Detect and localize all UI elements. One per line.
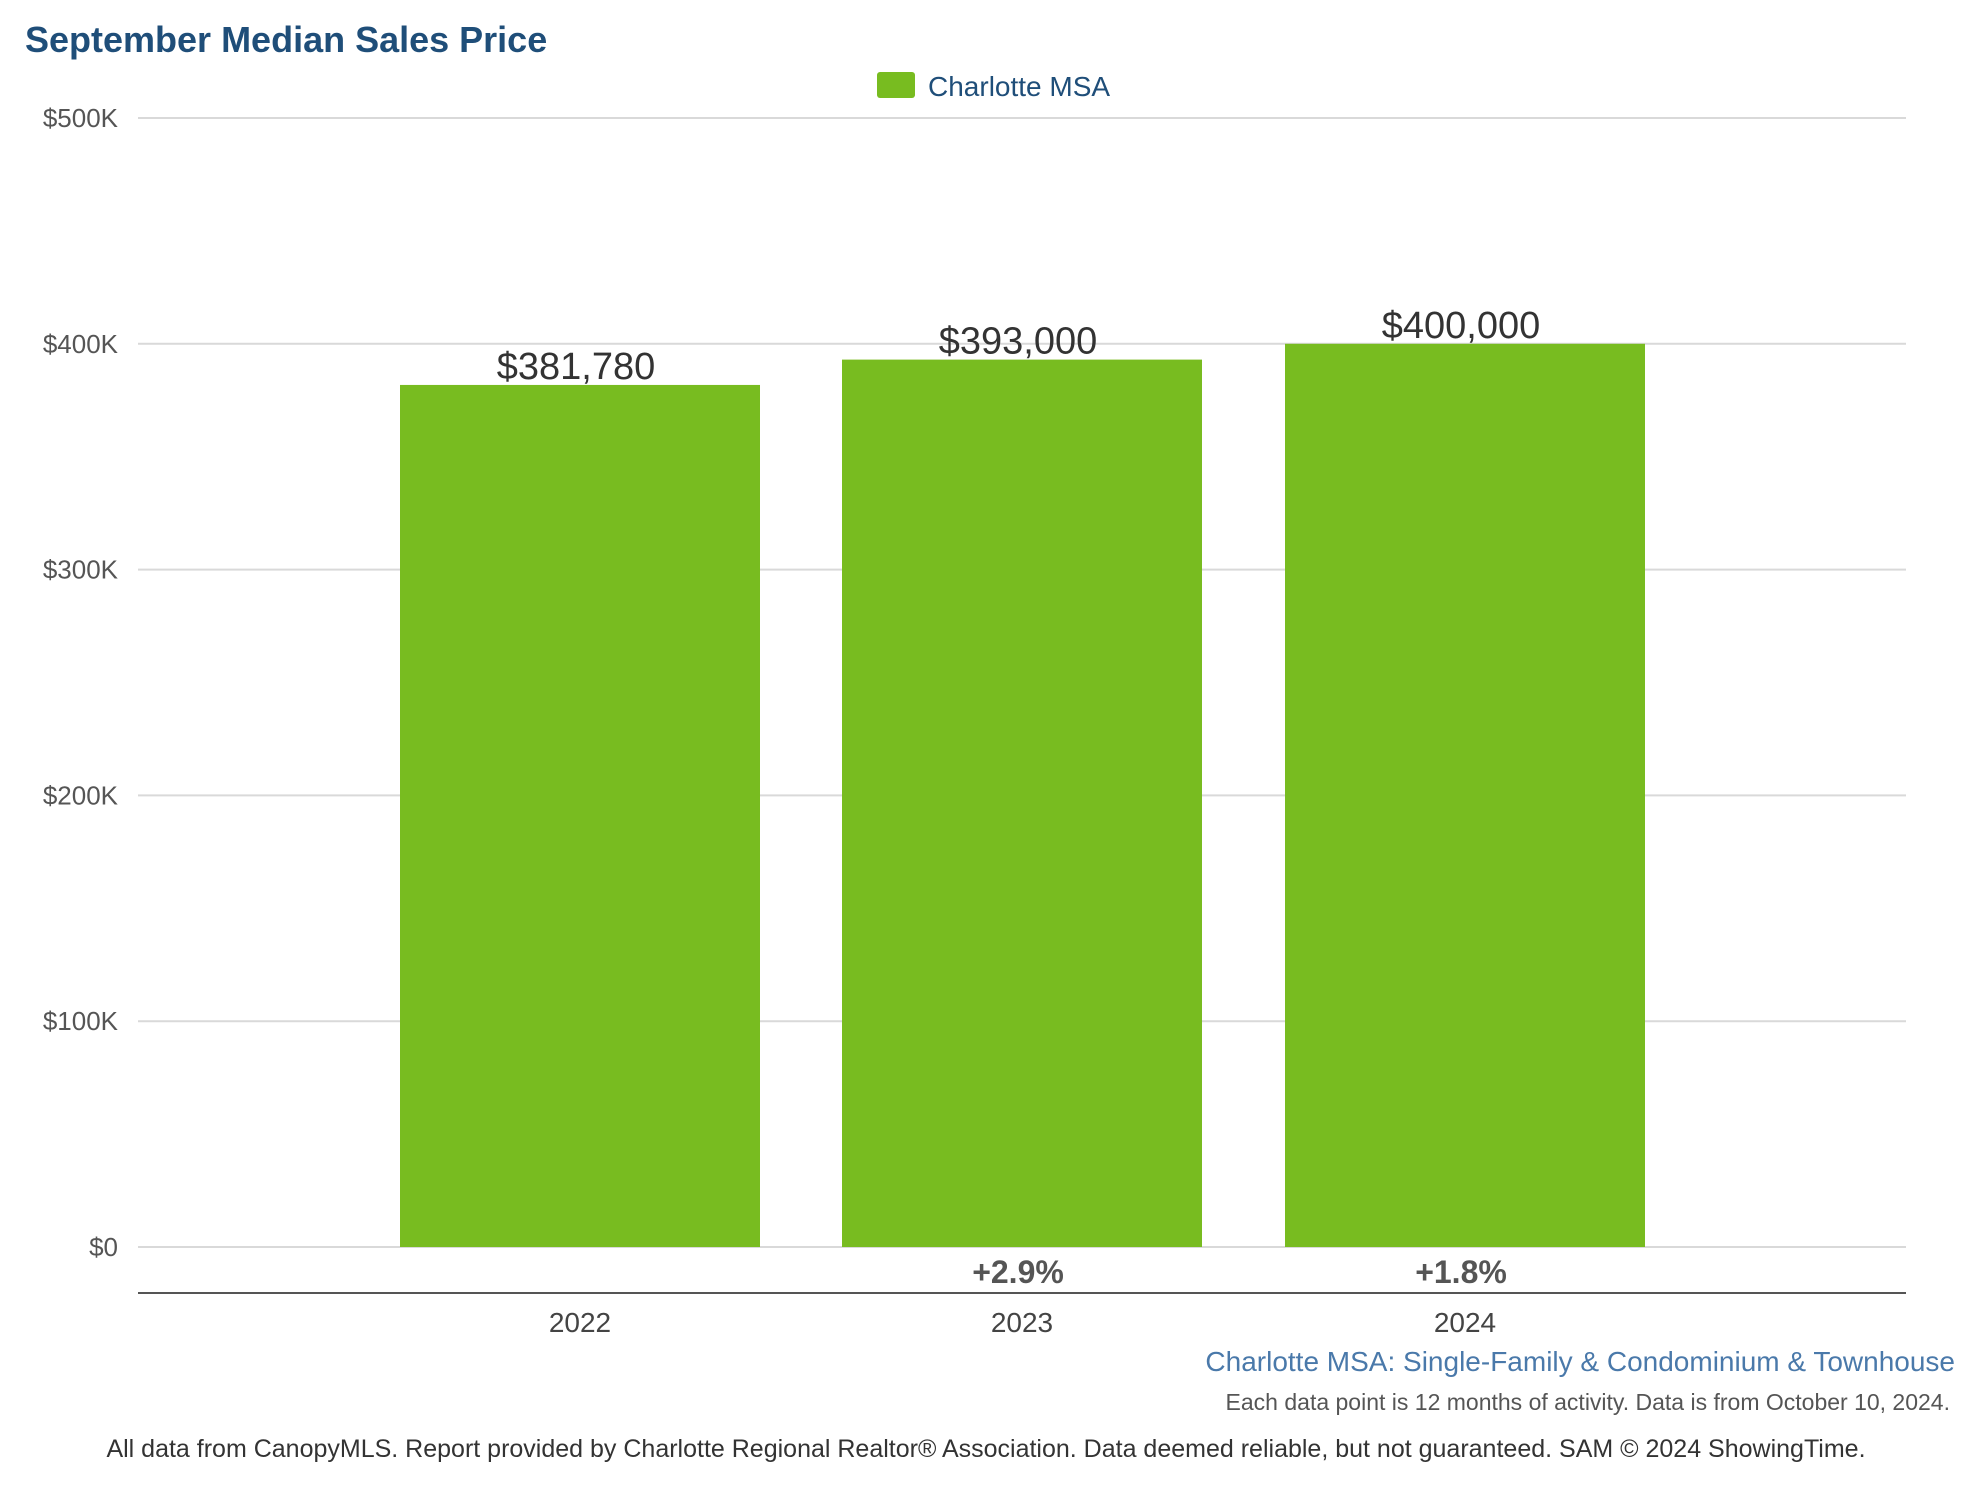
chart-subtitle: Charlotte MSA: Single-Family & Condomini… — [1205, 1346, 1955, 1377]
data-note: Each data point is 12 months of activity… — [1226, 1389, 1950, 1415]
value-labels: $381,780 $393,000 $400,000 — [497, 305, 1541, 388]
legend-label: Charlotte MSA — [928, 71, 1110, 102]
x-tick-label-2022: 2022 — [549, 1307, 611, 1338]
value-label-2023: $393,000 — [939, 321, 1098, 363]
x-tick-label-2023: 2023 — [991, 1307, 1053, 1338]
x-tick-label-2024: 2024 — [1434, 1307, 1496, 1338]
y-tick-label: $200K — [43, 780, 119, 810]
y-tick-label: $100K — [43, 1006, 119, 1036]
footer-disclaimer: All data from CanopyMLS. Report provided… — [106, 1435, 1865, 1463]
y-axis-ticks: $0 $100K $200K $300K $400K $500K — [43, 103, 119, 1262]
bar-2022 — [400, 384, 760, 1247]
change-label-2023: +2.9% — [972, 1254, 1064, 1290]
x-axis-ticks: 2022 2023 2024 — [549, 1307, 1496, 1338]
change-labels: +2.9% +1.8% — [972, 1254, 1507, 1290]
value-label-2024: $400,000 — [1382, 305, 1541, 347]
value-label-2022: $381,780 — [497, 346, 656, 388]
bar-2024 — [1285, 343, 1645, 1247]
legend: Charlotte MSA — [877, 71, 1110, 102]
y-tick-label: $500K — [43, 103, 119, 133]
bar-2023 — [842, 359, 1202, 1248]
change-label-2024: +1.8% — [1415, 1254, 1507, 1290]
y-tick-label: $400K — [43, 329, 119, 359]
y-tick-label: $300K — [43, 555, 119, 585]
chart-title: September Median Sales Price — [25, 19, 547, 60]
y-tick-label: $0 — [89, 1232, 118, 1262]
bars — [400, 343, 1645, 1248]
legend-swatch — [877, 72, 915, 98]
